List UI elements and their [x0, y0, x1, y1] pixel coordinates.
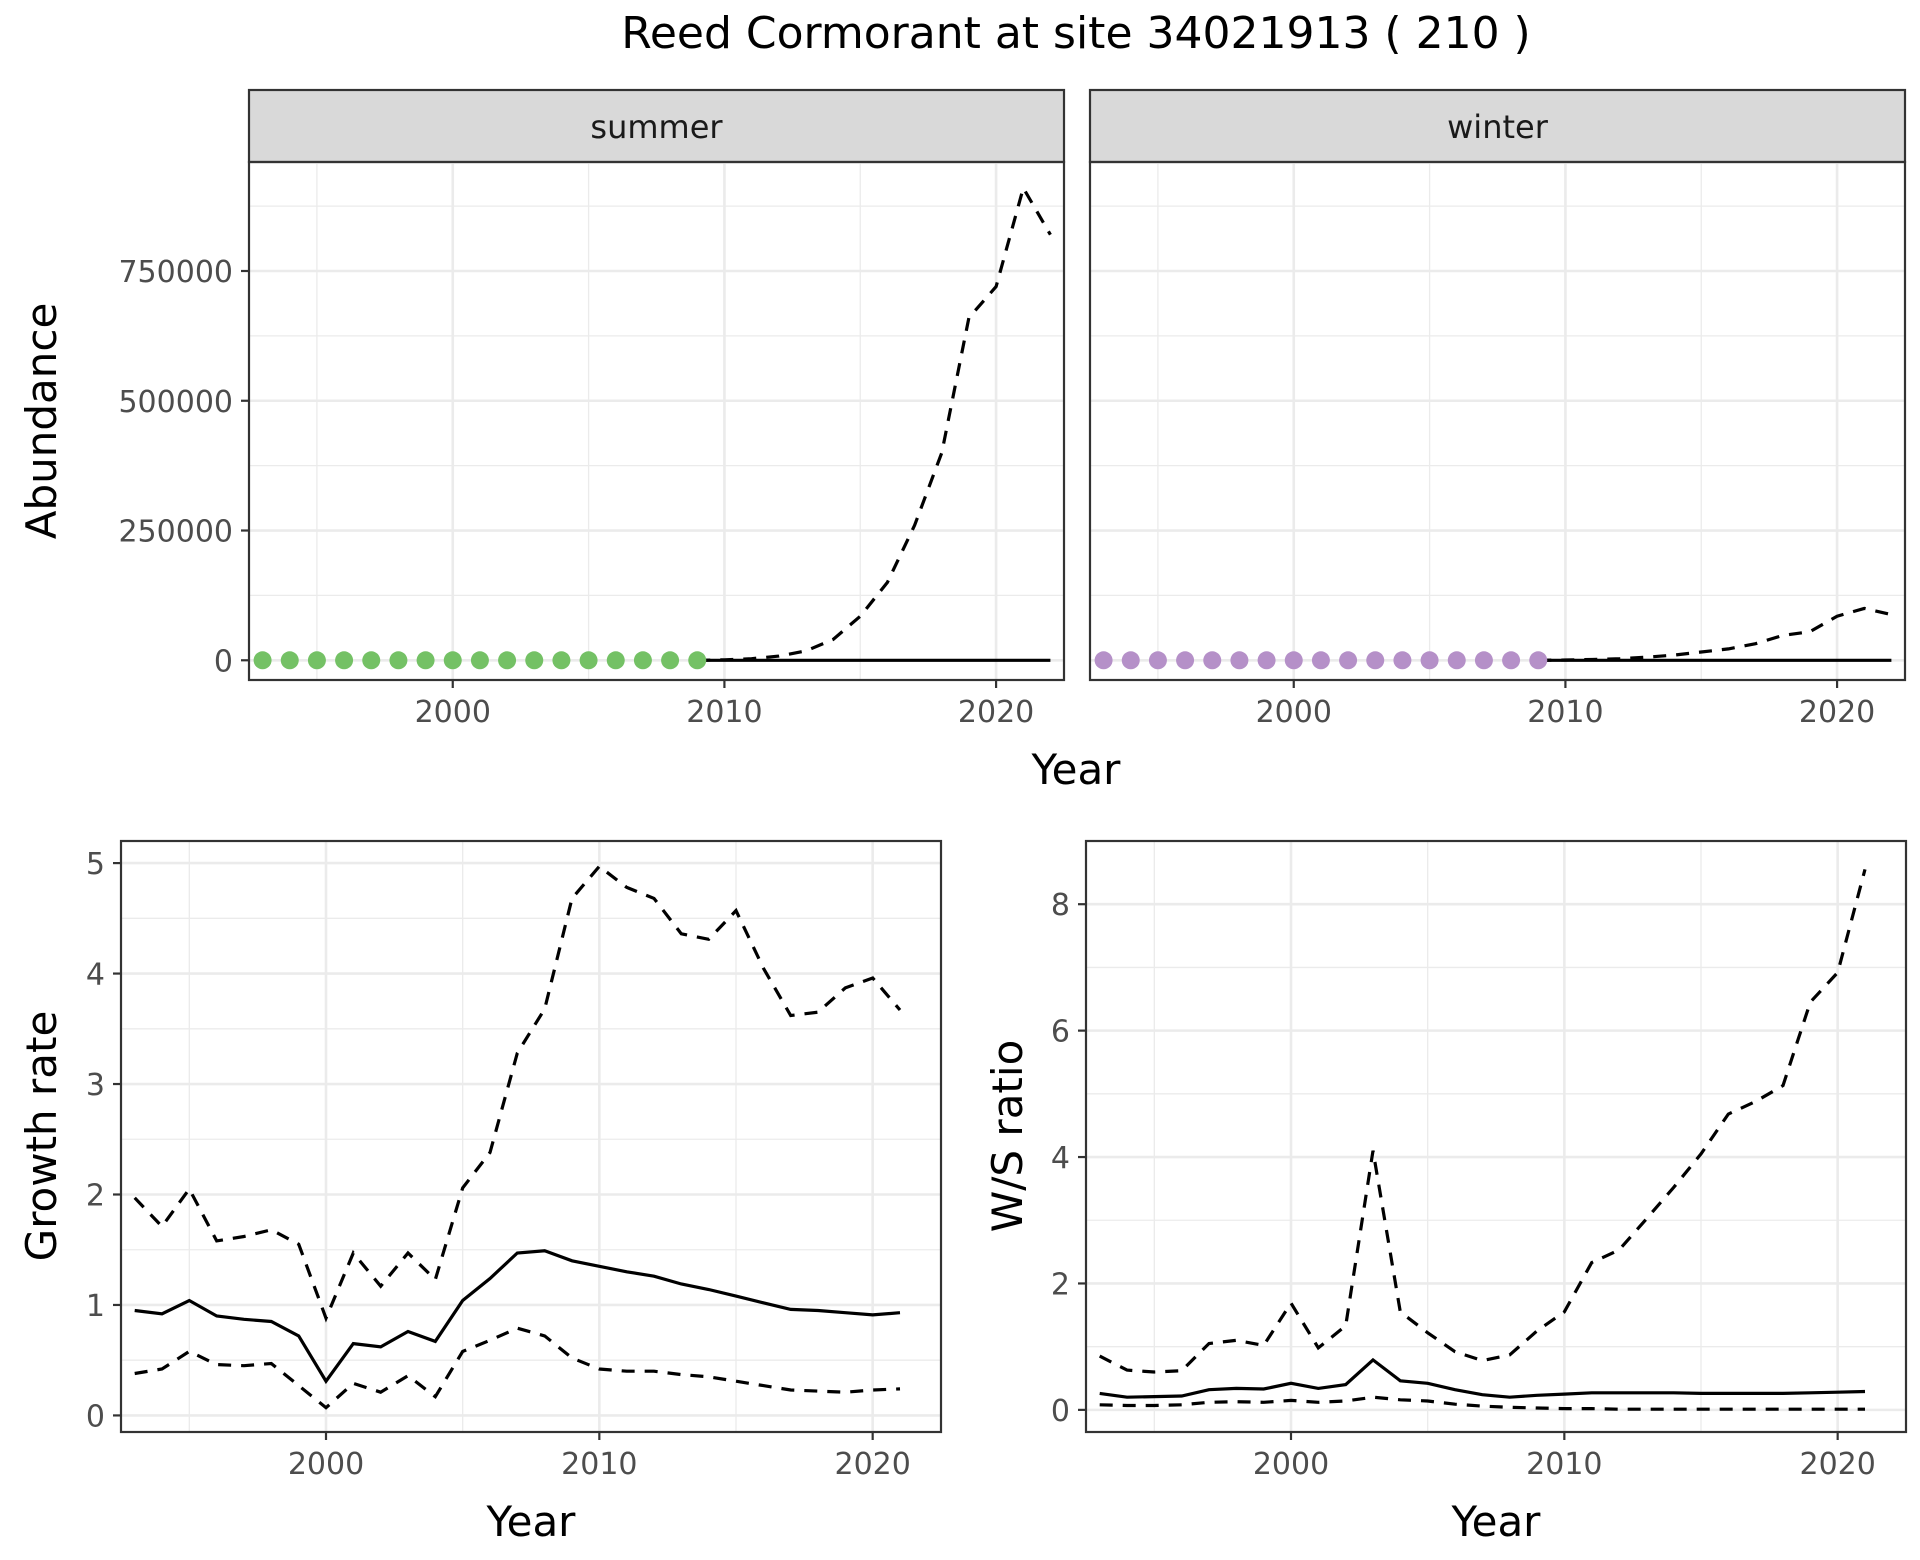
abundance-winter-x-tick-label: 2020 [1799, 695, 1875, 730]
figure-title: Reed Cormorant at site 34021913 ( 210 ) [621, 8, 1530, 59]
facet-strip-winter [1088, 88, 1907, 164]
abundance-summer-data-point [443, 651, 462, 670]
abundance-winter-data-point [1176, 651, 1195, 670]
abundance-summer-y-tick-label: 250000 [118, 515, 233, 550]
ws-ratio-y-tick-label: 4 [1051, 1141, 1070, 1176]
ws-ratio-x-axis-title: Year [1451, 1497, 1542, 1546]
facet-strip-label-summer: summer [590, 108, 723, 146]
abundance-winter-data-point [1094, 651, 1113, 670]
growth-rate-x-tick-label: 2000 [288, 1447, 364, 1482]
growth-rate-x-axis-title: Year [486, 1497, 577, 1546]
abundance-summer-data-point [389, 651, 408, 670]
abundance-summer-data-point [633, 651, 652, 670]
abundance-winter-data-point [1529, 651, 1548, 670]
abundance-winter-data-point [1203, 651, 1222, 670]
ws-ratio-y-axis-title: W/S ratio [983, 1040, 1032, 1233]
abundance-winter-data-point [1311, 651, 1330, 670]
ws-ratio-x-tick-label: 2000 [1253, 1447, 1329, 1482]
abundance-summer-data-point [661, 651, 680, 670]
abundance-summer-data-point [280, 651, 299, 670]
abundance-chart: summer 2000 2010 2020 0 250000 500000 750000 win… [17, 88, 1907, 794]
ws-ratio-x-tick-label: 2010 [1526, 1447, 1602, 1482]
growth-rate-y-tick-label: 1 [86, 1289, 105, 1324]
ws-ratio-y-tick-label: 2 [1051, 1267, 1070, 1302]
abundance-winter-data-point [1230, 651, 1249, 670]
abundance-winter-data-point [1420, 651, 1439, 670]
abundance-summer-x-tick-label: 2010 [686, 695, 762, 730]
abundance-summer-data-point [470, 651, 489, 670]
growth-rate-series-solid-line-1 [134, 1249, 901, 1385]
abundance-summer-data-point [416, 651, 435, 670]
abundance-x-axis-title: Year [1031, 745, 1122, 794]
abundance-winter-data-point [1447, 651, 1466, 670]
growth-rate-y-tick-label: 2 [86, 1178, 105, 1213]
growth-rate-x-tick-label: 2010 [561, 1447, 637, 1482]
growth-rate-y-axis-title: Growth rate [17, 1011, 66, 1262]
ws-ratio-chart: 2000 2010 2020 0 2 4 6 8 Year W/S ratio [983, 839, 1908, 1546]
growth-rate-y-tick-label: 5 [86, 847, 105, 882]
abundance-summer-data-point [525, 651, 544, 670]
abundance-summer-x-tick-label: 2020 [958, 695, 1034, 730]
abundance-summer-y-tick-label: 750000 [118, 255, 233, 290]
growth-rate-y-tick-label: 0 [86, 1399, 105, 1434]
abundance-summer-data-point [552, 651, 571, 670]
abundance-winter-data-point [1257, 651, 1276, 670]
abundance-summer-data-point [362, 651, 381, 670]
abundance-panel-summer: summer 2000 2010 2020 0 250000 500000 750000 [118, 88, 1066, 730]
ws-ratio-y-tick-label: 8 [1051, 888, 1070, 923]
abundance-summer-x-tick-label: 2000 [415, 695, 491, 730]
growth-rate-chart: 2000 2010 2020 0 1 2 3 4 5 Year Growth rate [17, 839, 943, 1546]
ws-ratio-gridlines [1086, 841, 1906, 1432]
growth-rate-y-tick-label: 3 [86, 1068, 105, 1103]
abundance-summer-y-tick-label: 500000 [118, 385, 233, 420]
growth-rate-gridlines [121, 841, 941, 1432]
abundance-y-axis-title: Abundance [17, 303, 66, 540]
abundance-winter-data-point [1121, 651, 1140, 670]
ws-ratio-x-tick-label: 2020 [1799, 1447, 1875, 1482]
abundance-winter-data-point [1393, 651, 1412, 670]
growth-rate-series-dashed-line-2 [133, 864, 902, 1323]
abundance-summer-data-point [335, 651, 354, 670]
facet-strip-summer [247, 88, 1066, 164]
abundance-summer-data-point [307, 651, 326, 670]
abundance-winter-data-point [1148, 651, 1167, 670]
abundance-winter-data-point [1339, 651, 1358, 670]
abundance-winter-x-tick-label: 2000 [1256, 695, 1332, 730]
ws-ratio-series-dashed-line-3 [1099, 1395, 1865, 1411]
abundance-summer-series-dashed-line-2 [697, 183, 1052, 662]
abundance-summer-panel-border [247, 160, 1066, 682]
abundance-summer-data-point [688, 651, 707, 670]
ws-ratio-y-tick-label: 0 [1051, 1394, 1070, 1429]
abundance-winter-data-point [1284, 651, 1303, 670]
ws-ratio-panel-border [1084, 839, 1908, 1434]
abundance-winter-x-tick-label: 2010 [1527, 695, 1603, 730]
abundance-summer-data-point [579, 651, 598, 670]
ws-ratio-series-solid-line-1 [1099, 1357, 1866, 1399]
growth-rate-y-tick-label: 4 [86, 958, 105, 993]
growth-rate-x-tick-label: 2020 [834, 1447, 910, 1482]
facet-strip-label-winter: winter [1447, 108, 1549, 146]
abundance-summer-data-point [498, 651, 517, 670]
abundance-winter-panel-border [1088, 160, 1907, 682]
abundance-summer-data-point [606, 651, 625, 670]
abundance-summer-y-tick-label: 0 [214, 644, 233, 679]
growth-rate-panel-border [119, 839, 943, 1434]
abundance-winter-data-point [1366, 651, 1385, 670]
abundance-summer-data-point [253, 651, 272, 670]
abundance-panel-winter: winter 2000 2010 2020 [1088, 88, 1907, 730]
abundance-winter-data-point [1474, 651, 1493, 670]
abundance-winter-series-dashed-line-2 [1538, 606, 1892, 662]
abundance-winter-data-point [1502, 651, 1521, 670]
ws-ratio-series-dashed-line-2 [1098, 868, 1867, 1374]
ws-ratio-y-tick-label: 6 [1051, 1015, 1070, 1050]
